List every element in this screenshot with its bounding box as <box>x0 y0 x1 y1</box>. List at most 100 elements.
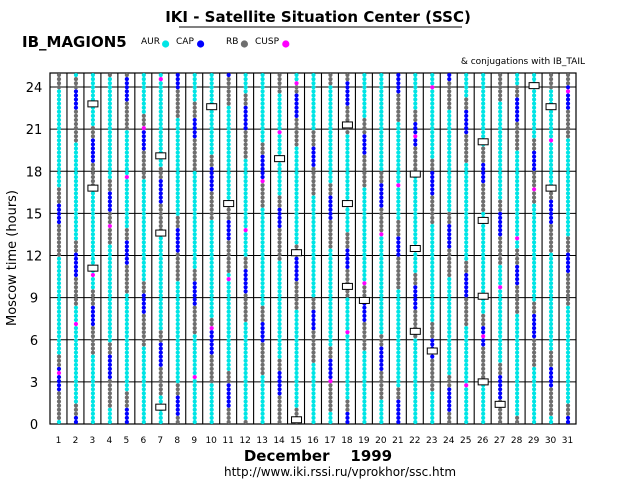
data-point <box>226 383 231 388</box>
data-point <box>565 366 571 372</box>
data-point <box>311 195 316 200</box>
data-point <box>498 121 503 127</box>
data-point <box>430 72 435 78</box>
data-point <box>226 211 231 216</box>
data-point <box>243 215 248 220</box>
data-point <box>396 219 401 225</box>
data-point <box>565 195 571 200</box>
data-point <box>447 183 452 188</box>
data-point <box>141 191 146 196</box>
data-point <box>260 183 265 188</box>
data-point <box>141 407 146 412</box>
data-point <box>481 187 486 192</box>
data-point <box>396 370 401 376</box>
data-point <box>175 379 180 384</box>
data-point <box>73 240 79 245</box>
data-point <box>311 293 316 298</box>
data-point <box>107 236 112 241</box>
data-point <box>90 350 96 355</box>
data-point <box>328 399 333 404</box>
data-point <box>565 256 571 261</box>
data-point <box>260 121 265 127</box>
data-point <box>447 113 452 118</box>
data-point <box>447 89 452 94</box>
data-point <box>531 236 537 241</box>
data-point <box>175 346 180 351</box>
data-point <box>124 411 129 416</box>
data-point <box>56 264 62 269</box>
data-point <box>413 117 418 123</box>
data-point <box>175 101 180 106</box>
data-point <box>209 285 214 290</box>
data-point <box>464 260 469 265</box>
data-point <box>531 228 537 233</box>
data-point <box>548 358 554 363</box>
data-point <box>294 174 299 180</box>
data-point <box>362 411 367 416</box>
data-point <box>294 125 299 131</box>
data-point <box>175 195 180 200</box>
data-point <box>311 146 316 151</box>
data-point <box>107 191 112 196</box>
data-point <box>209 272 214 278</box>
data-point <box>90 134 96 139</box>
data-point <box>192 150 197 155</box>
data-point <box>192 203 197 208</box>
data-point <box>226 419 231 425</box>
data-point <box>328 395 333 400</box>
data-point <box>73 162 79 167</box>
data-point <box>464 305 469 310</box>
data-point <box>481 301 486 306</box>
data-point <box>481 358 486 363</box>
data-point <box>209 219 214 225</box>
data-point <box>277 317 282 323</box>
x-tick-6: 6 <box>140 436 146 446</box>
data-point <box>226 379 231 384</box>
data-point <box>531 199 537 204</box>
data-point <box>515 419 520 425</box>
data-point <box>548 244 554 249</box>
data-point <box>379 121 384 127</box>
data-point <box>548 166 554 172</box>
data-point <box>209 199 214 204</box>
data-point <box>430 236 435 241</box>
data-point <box>107 97 112 102</box>
data-point <box>328 387 333 392</box>
data-point <box>277 187 282 192</box>
data-point <box>531 297 537 302</box>
conjunction-marker <box>155 152 167 160</box>
data-point <box>413 354 418 359</box>
data-point <box>413 240 418 245</box>
data-point <box>226 236 231 241</box>
data-point <box>464 207 469 212</box>
data-point <box>243 174 248 180</box>
data-point <box>209 125 214 131</box>
data-point <box>260 379 265 384</box>
data-point <box>379 203 384 208</box>
data-point <box>565 383 571 388</box>
data-point <box>379 89 384 94</box>
data-point <box>158 301 163 306</box>
data-point <box>158 391 163 396</box>
data-point <box>430 109 435 114</box>
data-point <box>107 223 112 229</box>
data-point <box>379 228 384 233</box>
data-point <box>209 89 214 94</box>
data-point <box>243 223 248 229</box>
data-point <box>141 346 146 351</box>
data-point <box>447 195 452 200</box>
data-point <box>498 366 503 372</box>
data-point <box>464 293 469 298</box>
x-tick-10: 10 <box>205 436 217 446</box>
data-point <box>413 403 418 408</box>
data-point <box>90 346 96 351</box>
data-point <box>141 207 146 212</box>
data-point <box>498 387 503 392</box>
data-point <box>565 240 571 245</box>
data-point <box>90 252 96 257</box>
data-point <box>141 285 146 290</box>
data-point <box>243 93 248 98</box>
data-point <box>141 411 146 416</box>
data-point <box>379 374 384 380</box>
data-point <box>226 130 231 135</box>
